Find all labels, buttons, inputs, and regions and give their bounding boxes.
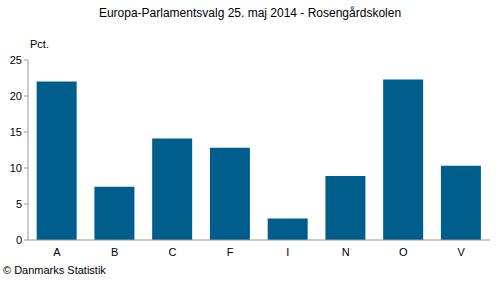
svg-text:10: 10 <box>10 162 22 174</box>
html-text:Europa-Parlamentsvalg 25. maj: Europa-Parlamentsvalg 25. maj 2014 - Ros… <box>98 6 402 20</box>
html-text:Pct.: Pct. <box>30 38 49 50</box>
svg-text:A: A <box>53 246 61 258</box>
svg-text:C: C <box>168 246 176 258</box>
svg-text:I: I <box>286 246 289 258</box>
svg-text:B: B <box>111 246 118 258</box>
svg-text:V: V <box>457 246 465 258</box>
svg-text:20: 20 <box>10 90 22 102</box>
svg-text:0: 0 <box>16 234 22 246</box>
svg-text:25: 25 <box>10 54 22 66</box>
svg-text:15: 15 <box>10 126 22 138</box>
svg-text:5: 5 <box>16 198 22 210</box>
svg-text:O: O <box>399 246 408 258</box>
svg-text:N: N <box>342 246 350 258</box>
svg-text:F: F <box>227 246 234 258</box>
html-text:© Danmarks Statistik: © Danmarks Statistik <box>3 264 106 276</box>
